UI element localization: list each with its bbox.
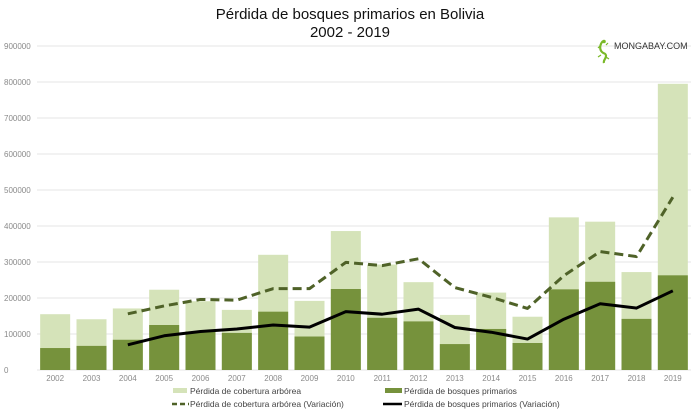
x-tick-label: 2016 bbox=[555, 374, 573, 383]
x-tick-label: 2006 bbox=[192, 374, 210, 383]
x-tick-label: 2012 bbox=[410, 374, 428, 383]
bar-primary-forest-loss bbox=[621, 318, 652, 370]
x-tick-label: 2019 bbox=[664, 374, 682, 383]
y-tick-label: 400000 bbox=[4, 222, 31, 231]
chart-title: Pérdida de bosques primarios en Bolivia bbox=[216, 6, 485, 23]
bar-primary-forest-loss bbox=[294, 336, 325, 370]
lines bbox=[127, 196, 675, 347]
x-axis-ticks: 2002 2003 2004 2005 2006 2007 2008 2009 2010 2011… bbox=[46, 374, 682, 383]
line-primary-forest-variation bbox=[127, 289, 674, 347]
x-tick-label: 2013 bbox=[446, 374, 464, 383]
legend-label-primary-forest-variation: Pérdida de bosques primarios (Variación) bbox=[404, 399, 560, 409]
bar-primary-forest-loss bbox=[149, 325, 180, 370]
bar-primary-forest-loss bbox=[512, 343, 543, 370]
x-tick-label: 2004 bbox=[119, 374, 137, 383]
y-tick-label: 800000 bbox=[4, 78, 31, 87]
bar-primary-forest-loss bbox=[40, 348, 71, 370]
bar-primary-forest-loss bbox=[221, 332, 252, 370]
y-tick-label: 900000 bbox=[4, 42, 31, 51]
bar-primary-forest-loss bbox=[476, 328, 507, 370]
y-tick-label: 700000 bbox=[4, 114, 31, 123]
y-tick-label: 200000 bbox=[4, 294, 31, 303]
x-tick-label: 2014 bbox=[482, 374, 500, 383]
bar-primary-forest-loss bbox=[367, 317, 398, 370]
chart-subtitle: 2002 - 2019 bbox=[310, 24, 390, 41]
x-tick-label: 2008 bbox=[264, 374, 282, 383]
x-tick-label: 2015 bbox=[519, 374, 537, 383]
bar-primary-forest-loss bbox=[185, 331, 216, 370]
bar-primary-forest-loss bbox=[439, 344, 470, 370]
y-tick-label: 300000 bbox=[4, 258, 31, 267]
logo-text: MONGABAY.COM bbox=[614, 41, 688, 51]
y-tick-label: 100000 bbox=[4, 330, 31, 339]
x-tick-label: 2009 bbox=[301, 374, 319, 383]
y-tick-label: 500000 bbox=[4, 186, 31, 195]
legend-label-tree-cover: Pérdida de cobertura arbórea bbox=[190, 386, 301, 396]
bar-primary-forest-loss bbox=[76, 345, 107, 370]
legend: Pérdida de cobertura arbórea Pérdida de … bbox=[172, 386, 560, 409]
x-tick-label: 2011 bbox=[374, 374, 392, 383]
y-axis-ticks: 0 100000 200000 300000 400000 500000 600000 700… bbox=[4, 42, 31, 375]
logo: MONGABAY.COM bbox=[597, 39, 688, 64]
bar-primary-forest-loss bbox=[403, 321, 434, 370]
x-tick-label: 2005 bbox=[155, 374, 173, 383]
x-tick-label: 2003 bbox=[83, 374, 101, 383]
gridlines bbox=[37, 45, 691, 371]
line-tree-cover-variation bbox=[127, 196, 675, 316]
x-tick-label: 2018 bbox=[628, 374, 646, 383]
bar-primary-forest-loss bbox=[585, 281, 616, 370]
y-tick-label: 0 bbox=[4, 366, 9, 375]
bar-primary-forest-loss bbox=[657, 275, 688, 370]
legend-label-primary-forest: Pérdida de bosques primarios bbox=[404, 386, 517, 396]
x-tick-label: 2002 bbox=[46, 374, 64, 383]
bars bbox=[40, 83, 688, 371]
x-tick-label: 2017 bbox=[591, 374, 609, 383]
legend-label-tree-cover-variation: Pérdida de cobertura arbórea (Variación) bbox=[190, 399, 344, 409]
bar-primary-forest-loss bbox=[548, 289, 579, 370]
bar-primary-forest-loss bbox=[258, 311, 289, 370]
bar-primary-forest-loss bbox=[330, 289, 361, 370]
legend-swatch-primary-forest bbox=[385, 388, 402, 393]
x-tick-label: 2010 bbox=[337, 374, 355, 383]
x-tick-label: 2007 bbox=[228, 374, 246, 383]
y-tick-label: 600000 bbox=[4, 150, 31, 159]
legend-swatch-tree-cover bbox=[173, 388, 187, 393]
lizard-icon bbox=[597, 39, 610, 64]
